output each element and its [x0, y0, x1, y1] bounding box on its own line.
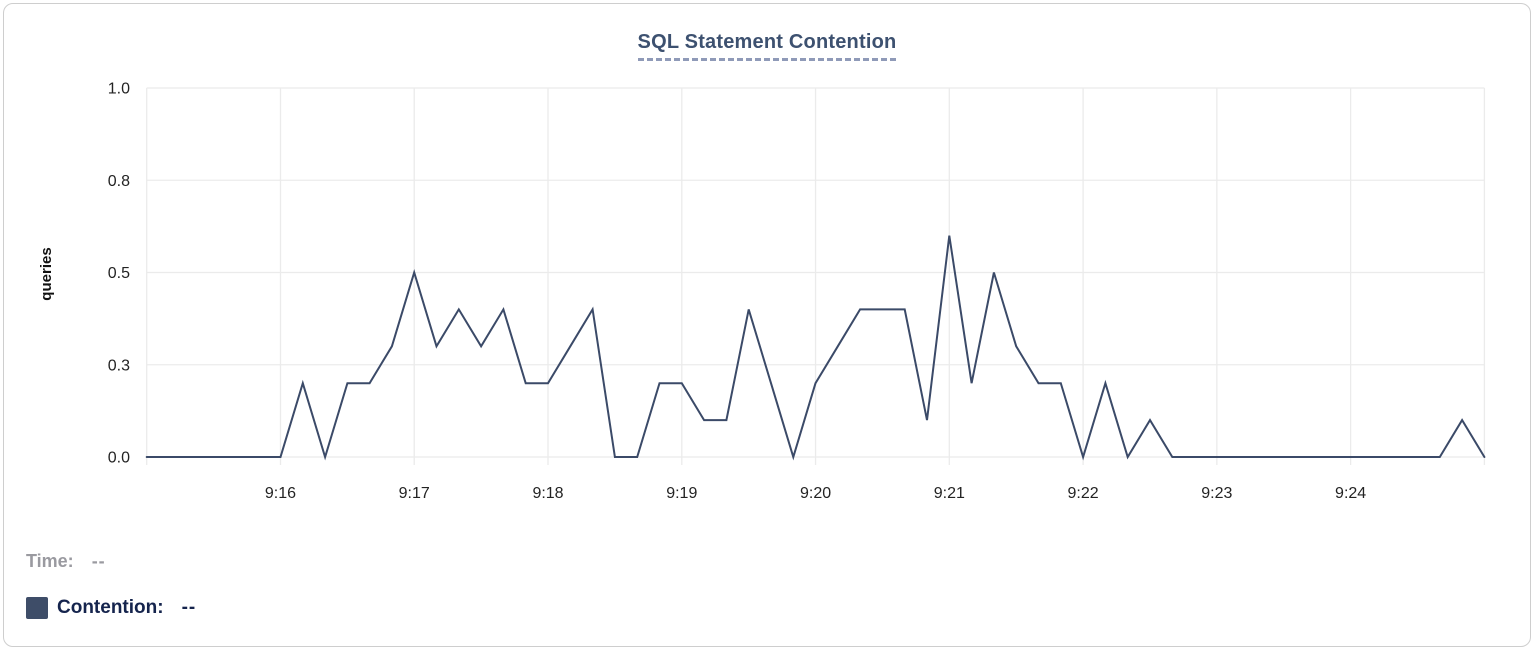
legend-contention-label: Contention: [57, 597, 164, 618]
x-tick-label: 9:21 [934, 485, 965, 502]
y-axis-label: queries [38, 247, 55, 300]
y-tick-label: 0.3 [108, 357, 130, 374]
x-tick-label: 9:16 [265, 485, 296, 502]
legend-time-row: Time: -- [26, 549, 196, 573]
chart-legend: Time: -- Contention: -- [26, 549, 196, 621]
y-tick-label: 1.0 [108, 81, 130, 98]
x-tick-label: 9:23 [1201, 485, 1232, 502]
x-tick-label: 9:17 [399, 485, 430, 502]
x-tick-label: 9:24 [1335, 485, 1366, 502]
contention-color-swatch [26, 597, 48, 619]
chart-title-row: SQL Statement Contention [4, 31, 1530, 61]
y-tick-label: 0.0 [108, 450, 130, 467]
contention-line-chart[interactable]: 0.0 0.3 0.5 0.8 1.0 9:16 9:17 9:18 9:19 9:20 9:21 9… [4, 4, 1536, 534]
x-tick-label: 9:19 [666, 485, 697, 502]
chart-title: SQL Statement Contention [637, 31, 897, 61]
y-tick-label: 0.5 [108, 265, 130, 282]
chart-card: SQL Statement Contention 0.0 0.3 0.5 0.8 1.0… [3, 3, 1531, 647]
y-tick-label: 0.8 [108, 173, 130, 190]
x-tick-label: 9:22 [1068, 485, 1099, 502]
x-tick-label: 9:18 [532, 485, 563, 502]
legend-time-label: Time: [26, 550, 74, 571]
x-tick-label: 9:20 [800, 485, 831, 502]
legend-contention-row: Contention: -- [26, 595, 196, 621]
legend-contention-value: -- [181, 597, 197, 618]
legend-time-value: -- [91, 550, 106, 571]
contention-series-line [145, 235, 1486, 461]
